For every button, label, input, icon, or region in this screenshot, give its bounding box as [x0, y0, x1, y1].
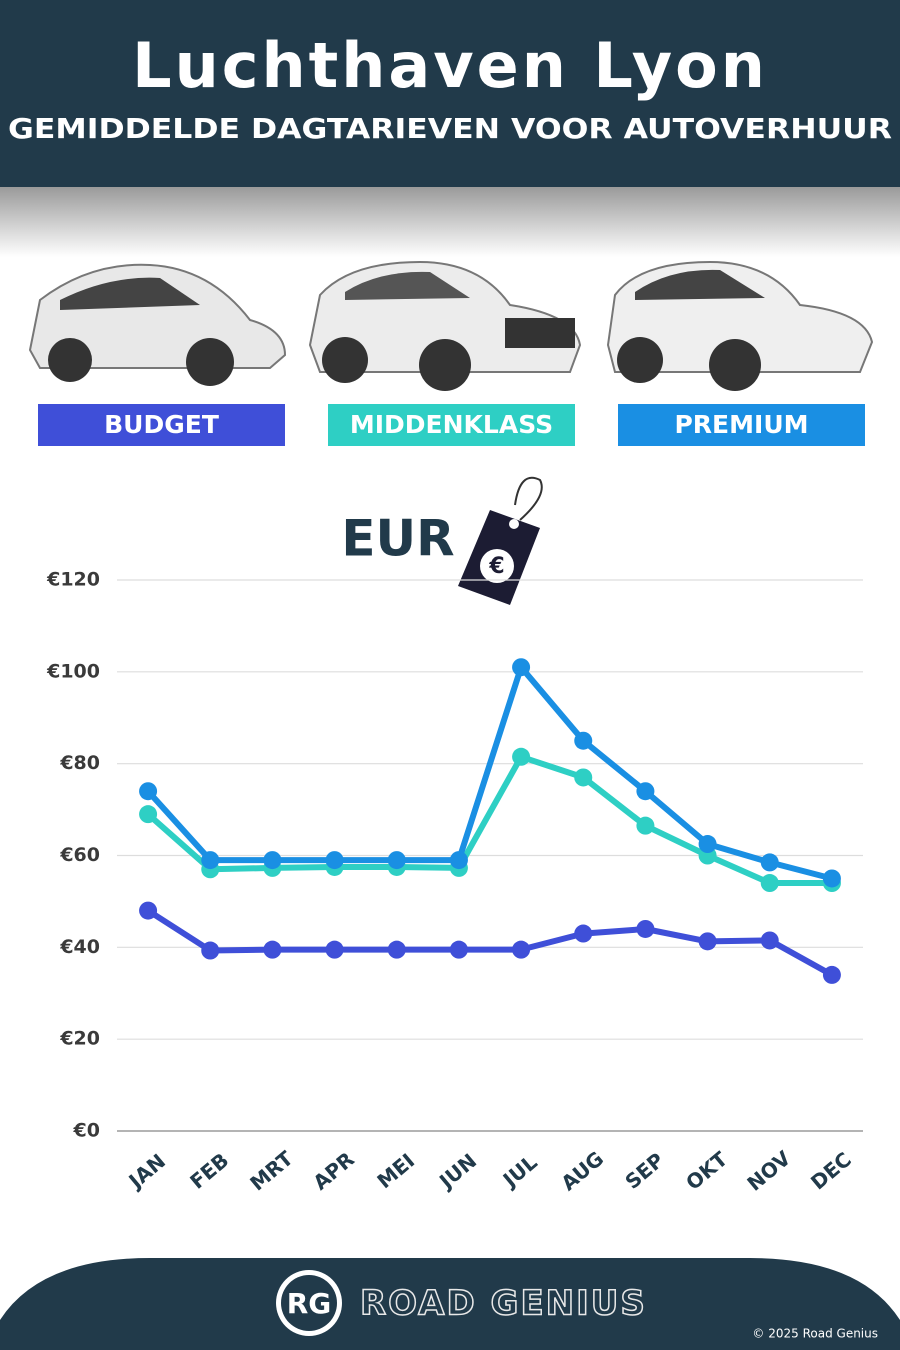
data-point [574, 731, 593, 750]
price-tag [458, 476, 543, 605]
data-point [822, 965, 841, 984]
data-point [574, 924, 593, 943]
x-tick-label: MRT [245, 1146, 298, 1195]
x-tick-label: JUL [497, 1150, 542, 1193]
logo: RG [287, 1287, 332, 1320]
legend-swatch [38, 404, 285, 446]
data-point [636, 782, 655, 801]
y-tick-label: €0 [73, 1120, 100, 1142]
series-line [145, 664, 835, 882]
car-premium [606, 260, 874, 391]
y-tick-label: €20 [59, 1028, 100, 1050]
header [0, 0, 900, 187]
y-tick-label: €100 [46, 660, 100, 682]
data-point [139, 782, 158, 801]
data-point [449, 851, 468, 870]
x-tick-label: JUN [433, 1149, 481, 1195]
y-tick-label: €120 [46, 569, 100, 591]
copyright: © 2025 Road Genius [752, 1327, 878, 1341]
x-tick-label: NOV [742, 1146, 795, 1196]
subtitle: GEMIDDELDE DAGTARIEVEN VOOR AUTOVERHUUR [8, 112, 892, 145]
data-point [449, 940, 468, 959]
legend-label: PREMIUM [674, 410, 808, 439]
title: Luchthaven Lyon [132, 29, 768, 102]
data-point [512, 940, 531, 959]
car-budget [28, 263, 287, 386]
footer [0, 1258, 900, 1350]
data-point [263, 851, 282, 870]
data-point [760, 874, 779, 893]
data-point [387, 940, 406, 959]
logo-disc [281, 1275, 337, 1331]
y-tick-label: €80 [59, 752, 100, 774]
data-point [822, 869, 841, 888]
data-point [512, 747, 531, 766]
header-shadow [0, 187, 900, 257]
data-point [325, 940, 344, 959]
data-point [636, 816, 655, 835]
data-point [201, 941, 220, 960]
legend-label: BUDGET [104, 410, 219, 439]
data-point [760, 931, 779, 950]
x-tick-label: MEI [372, 1148, 419, 1193]
data-point [139, 805, 158, 824]
y-tick-label: €60 [59, 844, 100, 866]
data-point [263, 940, 282, 959]
plot: €0 €20 €40 €60 €80 €100 €120 JAN FEB MRT APR MEI JUN… [38, 404, 865, 1196]
x-tick-label: AUG [556, 1146, 608, 1195]
unit-symbol: € [488, 554, 504, 579]
x-tick-label: FEB [185, 1148, 233, 1194]
x-tick-label: OKT [681, 1147, 732, 1195]
y-tick-label: €40 [59, 936, 100, 958]
data-point [201, 851, 220, 870]
unit-label: EUR [341, 510, 454, 568]
x-tick-label: JAN [123, 1149, 170, 1194]
legend-swatch [328, 404, 575, 446]
car-midden [308, 260, 582, 391]
data-point [698, 835, 717, 854]
data-point [387, 851, 406, 870]
brand: ROAD GENIUS [360, 1284, 647, 1324]
data-point [574, 768, 593, 787]
data-point [325, 851, 344, 870]
legend-swatch [618, 404, 865, 446]
x-tick-label: DEC [806, 1147, 856, 1194]
series-line [145, 753, 835, 886]
x-tick-label: APR [308, 1147, 358, 1195]
data-point [698, 932, 717, 951]
data-point [139, 901, 158, 920]
legend-label: MIDDENKLASS [350, 410, 553, 439]
data-point [760, 853, 779, 872]
data-point [636, 919, 655, 938]
x-tick-label: SEP [620, 1148, 668, 1194]
series-line [145, 907, 835, 978]
data-point [512, 658, 531, 677]
